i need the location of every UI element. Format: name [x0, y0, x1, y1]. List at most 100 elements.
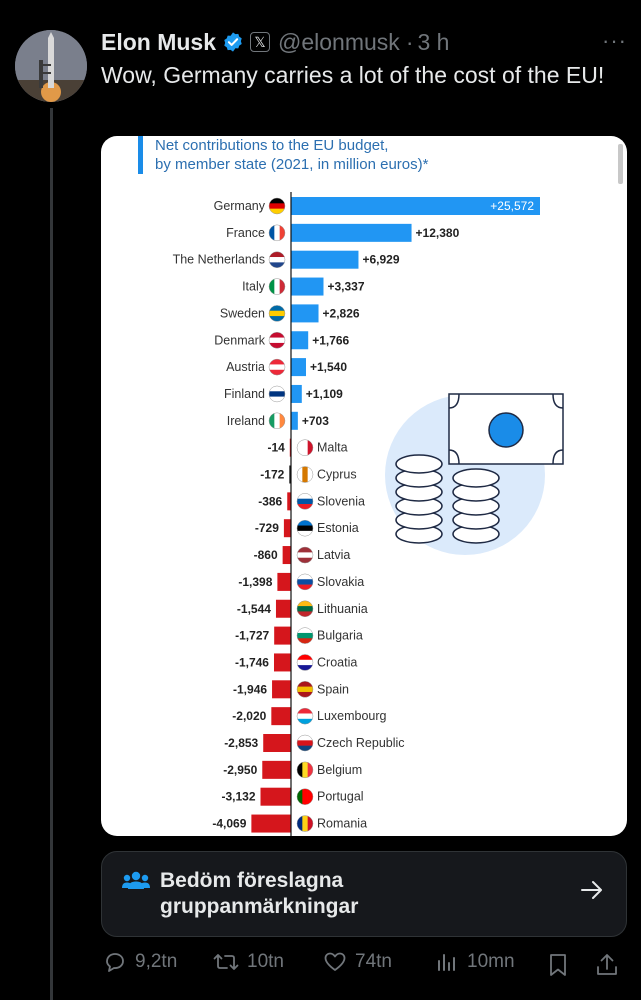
bar-denmark — [291, 331, 309, 350]
bar-bulgaria — [274, 626, 291, 645]
flag-slovakia-icon — [296, 573, 314, 591]
value-label: -729 — [255, 521, 279, 535]
bar-sweden — [291, 304, 319, 323]
flag-italy-icon — [268, 278, 286, 295]
coin-stack-left-icon — [395, 454, 443, 544]
like-button[interactable]: 74tn — [323, 950, 392, 974]
author-name[interactable]: Elon Musk — [101, 28, 217, 55]
arrow-right-icon[interactable] — [580, 880, 604, 900]
value-label: -1,727 — [235, 629, 269, 643]
time-separator: · — [405, 28, 414, 55]
bookmark-icon[interactable] — [547, 952, 569, 978]
bar-germany — [291, 197, 540, 215]
value-label: -3,132 — [221, 790, 255, 804]
reply-count: 9,2tn — [135, 951, 178, 972]
flag-croatia-icon — [296, 654, 314, 671]
category-label: Slovenia — [317, 494, 365, 508]
bar-france — [291, 223, 412, 242]
category-label: Spain — [317, 682, 349, 696]
title-accent-bar — [138, 136, 143, 174]
value-label: +1,540 — [310, 360, 347, 374]
value-label: +2,826 — [323, 306, 360, 320]
bar-italy — [291, 277, 324, 296]
like-count: 74tn — [355, 951, 392, 972]
category-label: Portugal — [317, 790, 364, 804]
category-label: France — [226, 226, 265, 240]
category-label: Denmark — [214, 333, 265, 347]
category-label: Ireland — [227, 414, 265, 428]
category-label: Austria — [226, 360, 265, 374]
bar-cyprus — [289, 465, 291, 484]
value-label: -1,746 — [235, 655, 269, 669]
flag-luxembourg-icon — [296, 707, 314, 725]
value-label: -1,398 — [238, 575, 272, 589]
people-icon — [122, 871, 150, 889]
value-label: -172 — [260, 468, 284, 482]
chart-title: Net contributions to the EU budget, — [155, 137, 388, 154]
value-label: +3,337 — [327, 280, 364, 294]
flag-romania-icon — [296, 815, 314, 832]
value-label: -386 — [258, 494, 282, 508]
flag-belgium-icon — [296, 761, 314, 779]
bar-ireland — [291, 411, 298, 430]
views-count: 10mn — [467, 951, 515, 972]
heart-icon — [324, 952, 346, 971]
community-note-card[interactable]: Bedöm föreslagna gruppanmärkningar — [101, 851, 627, 937]
value-label: -4,069 — [212, 817, 246, 831]
bar-portugal — [260, 787, 291, 806]
tweet-text: Wow, Germany carries a lot of the cost o… — [101, 62, 605, 88]
flag-sweden-icon — [268, 305, 286, 322]
bar-slovenia — [287, 492, 291, 511]
views-chart-icon — [438, 954, 455, 971]
avatar[interactable] — [15, 30, 87, 102]
flag-estonia-icon — [296, 519, 314, 537]
repost-count: 10tn — [247, 951, 284, 972]
category-label: Croatia — [317, 655, 357, 669]
bar-belgium — [262, 760, 291, 779]
tweet-header: Elon Musk 𝕏 @elonmusk · 3 h ··· — [101, 28, 627, 56]
category-label: Latvia — [317, 548, 350, 562]
category-label: Italy — [242, 280, 266, 294]
flag-bulgaria-icon — [296, 627, 314, 644]
flag-czech-republic-icon — [296, 734, 314, 752]
bar-croatia — [273, 653, 291, 672]
category-label: Romania — [317, 817, 367, 831]
category-label: Estonia — [317, 521, 359, 535]
value-label: -2,020 — [232, 709, 266, 723]
bar-estonia — [283, 519, 291, 538]
value-label: -2,950 — [223, 763, 257, 777]
media-scrollbar[interactable] — [618, 144, 623, 184]
bar-czech-republic — [263, 734, 291, 752]
repost-button[interactable]: 10tn — [213, 950, 284, 974]
views-button[interactable]: 10mn — [435, 950, 515, 974]
category-label: Belgium — [317, 763, 362, 777]
category-label: Germany — [214, 199, 266, 213]
banknote-icon — [448, 393, 564, 465]
value-label: -1,946 — [233, 682, 267, 696]
chart-svg: Net contributions to the EU budget, by m… — [138, 136, 623, 836]
author-handle[interactable]: @elonmusk — [278, 28, 400, 55]
flag-the-netherlands-icon — [268, 251, 286, 268]
flag-finland-icon — [268, 385, 286, 403]
bar-luxembourg — [271, 707, 291, 726]
action-bar: 9,2tn 10tn 74tn 10mn — [101, 950, 627, 982]
category-label: Bulgaria — [317, 629, 363, 643]
post-time[interactable]: 3 h — [417, 28, 450, 55]
bar-spain — [272, 680, 291, 699]
bar-finland — [291, 384, 302, 403]
tweet-media-chart[interactable]: Net contributions to the EU budget, by m… — [101, 136, 627, 836]
category-label: Luxembourg — [317, 709, 387, 723]
bar-slovakia — [277, 572, 291, 591]
bar-romania — [251, 814, 291, 833]
share-icon[interactable] — [595, 952, 619, 978]
flag-ireland-icon — [268, 412, 286, 430]
reply-button[interactable]: 9,2tn — [103, 950, 177, 974]
bar-latvia — [282, 546, 291, 565]
bar-austria — [291, 358, 306, 377]
x-logo-icon: 𝕏 — [250, 32, 271, 52]
value-label: +1,109 — [306, 387, 343, 401]
more-options-icon[interactable]: ··· — [602, 28, 627, 53]
community-note-text: Bedöm föreslagna gruppanmärkningar — [160, 869, 359, 918]
thread-line — [50, 108, 53, 1000]
chart-subtitle: by member state (2021, in million euros)… — [155, 156, 429, 173]
